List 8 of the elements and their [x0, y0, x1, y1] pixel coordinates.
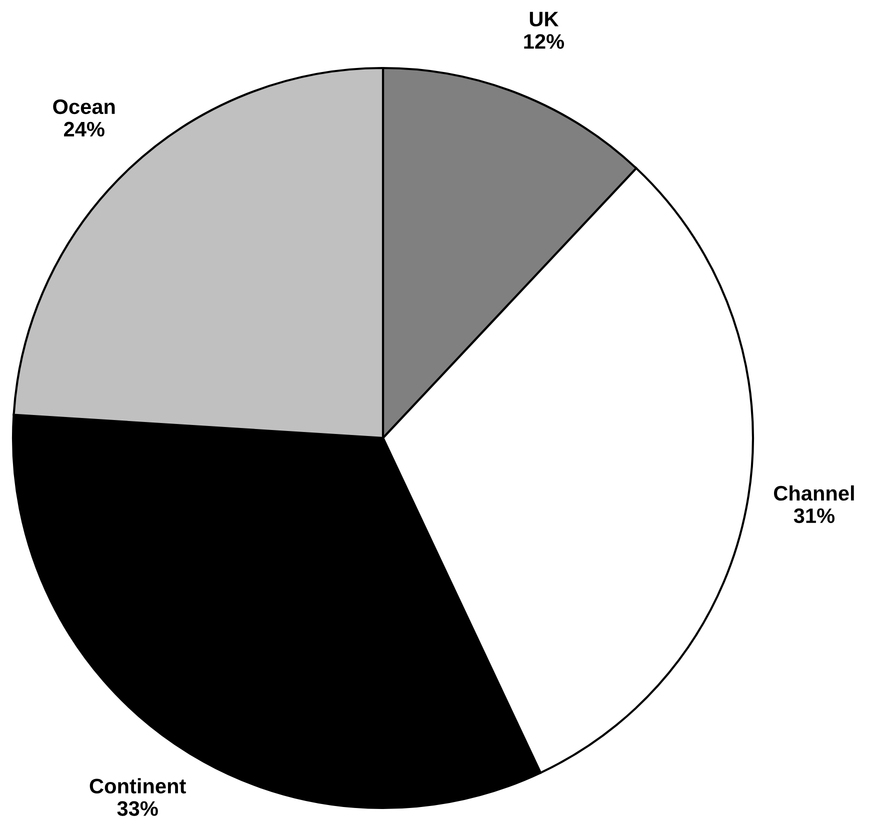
data-label: 24% — [64, 122, 104, 136]
slice-label: Channel — [774, 485, 854, 501]
data-label: 31% — [794, 508, 835, 524]
slice-label: Ocean — [53, 99, 115, 114]
slice-label: UK — [530, 12, 559, 26]
slice-label: Continent — [90, 778, 186, 794]
data-label: 33% — [117, 801, 158, 816]
data-label: 12% — [524, 34, 564, 49]
